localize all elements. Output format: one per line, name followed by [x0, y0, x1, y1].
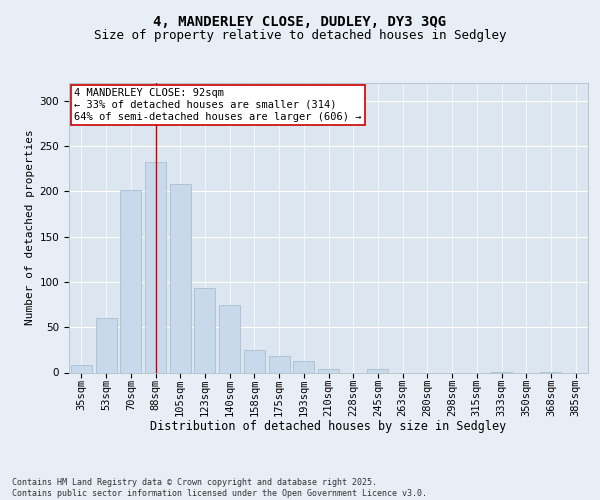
Bar — [71, 365, 92, 372]
Bar — [194, 288, 215, 372]
Text: 4, MANDERLEY CLOSE, DUDLEY, DY3 3QG: 4, MANDERLEY CLOSE, DUDLEY, DY3 3QG — [154, 16, 446, 30]
Bar — [269, 356, 290, 372]
Bar — [367, 369, 388, 372]
Bar — [244, 350, 265, 372]
Text: 4 MANDERLEY CLOSE: 92sqm
← 33% of detached houses are smaller (314)
64% of semi-: 4 MANDERLEY CLOSE: 92sqm ← 33% of detach… — [74, 88, 362, 122]
Bar — [170, 184, 191, 372]
Text: Contains HM Land Registry data © Crown copyright and database right 2025.
Contai: Contains HM Land Registry data © Crown c… — [12, 478, 427, 498]
Y-axis label: Number of detached properties: Number of detached properties — [25, 130, 35, 326]
Bar — [293, 360, 314, 372]
Bar — [219, 306, 240, 372]
Bar — [318, 369, 339, 372]
X-axis label: Distribution of detached houses by size in Sedgley: Distribution of detached houses by size … — [151, 420, 506, 434]
Bar — [120, 190, 141, 372]
Text: Size of property relative to detached houses in Sedgley: Size of property relative to detached ho… — [94, 28, 506, 42]
Bar — [95, 318, 116, 372]
Bar — [145, 162, 166, 372]
